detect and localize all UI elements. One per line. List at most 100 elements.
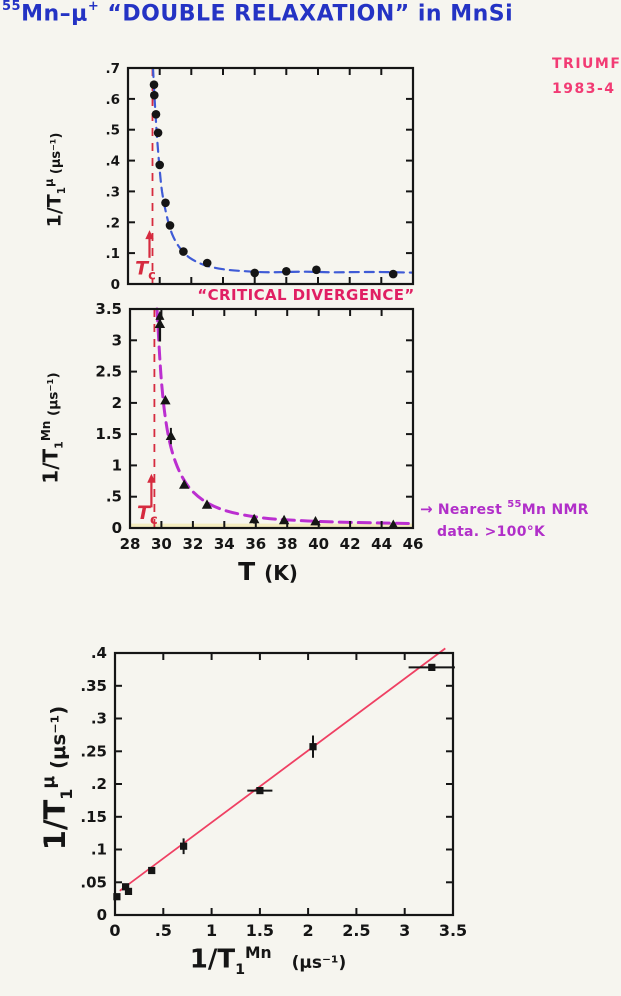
correlation-chart: 0 .05 .1 .15 .2 .25 .3 .35 .4 0 .5 1 1.5 2 2.5 3 3.5: [80, 644, 467, 940]
svg-text:.4: .4: [105, 154, 120, 170]
svg-text:.05: .05: [80, 873, 107, 891]
svg-text:1.5: 1.5: [95, 425, 122, 443]
svg-text:32: 32: [182, 535, 203, 553]
chart3-x-label-text: 1/T: [189, 944, 236, 975]
svg-text:3.5: 3.5: [95, 300, 122, 318]
title-rest-text: “DOUBLE RELAXATION” in MnSi: [99, 1, 514, 27]
chart3-x-label-units: (μs⁻¹): [291, 952, 347, 973]
critical-divergence-caption: “CRITICAL DIVERGENCE”: [197, 286, 415, 304]
temperature-axis-units: (K): [264, 561, 298, 585]
tick-labels: 0 .1 .2 .3 .4 .5 .6 .7: [105, 61, 120, 293]
svg-text:.5: .5: [106, 488, 122, 506]
svg-text:0: 0: [112, 519, 122, 537]
svg-text:Tc: Tc: [137, 502, 158, 528]
data-points: [113, 663, 436, 901]
svg-text:.2: .2: [91, 775, 107, 793]
svg-text:30: 30: [151, 535, 172, 553]
axis-ticks: [127, 67, 414, 285]
svg-text:34: 34: [214, 535, 235, 553]
svg-text:.3: .3: [91, 710, 107, 728]
svg-text:3.5: 3.5: [439, 921, 467, 940]
title-isotope-superscript: 55: [2, 0, 22, 14]
svg-text:1: 1: [206, 921, 217, 940]
title-muon-charge-superscript: +: [87, 0, 100, 14]
annotation-line1-post: Mn NMR: [521, 502, 589, 518]
svg-text:0: 0: [109, 921, 120, 940]
chart2-y-label-units: (μs⁻¹): [45, 372, 62, 416]
mn-nmr-relaxation-chart: 0 .5 1 1.5 2 2.5 3 3.5 28 30 32 34 36 38 40 42 44 46 Tc: [95, 300, 423, 553]
svg-text:3: 3: [399, 921, 410, 940]
highlighter-band: [130, 523, 413, 528]
chart1-y-label-units: (μs⁻¹): [49, 132, 65, 175]
chart3-x-axis-label: 1/T1Mn (μs⁻¹): [190, 944, 347, 978]
mn-nmr-annotation: → Nearest 55Mn NMR data. >100°K: [420, 498, 589, 543]
svg-text:46: 46: [403, 535, 424, 553]
chart3-y-label-text: 1/T: [38, 799, 73, 851]
error-bars: [182, 666, 455, 855]
tick-labels: 0 .05 .1 .15 .2 .25 .3 .35 .4 0 .5 1 1.5 2 2.5 3 3.5: [80, 644, 467, 940]
svg-text:.4: .4: [91, 644, 107, 662]
tc-marker: Tc: [137, 473, 158, 528]
chart2-y-axis-label: 1/T1Mn (μs⁻¹): [39, 372, 66, 483]
svg-text:1.5: 1.5: [246, 921, 274, 940]
chart2-y-label-text: 1/T: [38, 448, 63, 484]
temperature-axis-symbol: T: [238, 557, 256, 586]
svg-text:42: 42: [340, 535, 361, 553]
error-bars: [169, 427, 317, 526]
chart3-y-label-sub: 1: [56, 788, 76, 800]
triumf-stamp: TRIUMF 1983-4: [552, 52, 621, 102]
chart3-y-label-units: (μs⁻¹): [47, 705, 71, 769]
svg-text:3: 3: [112, 331, 122, 349]
svg-text:2: 2: [303, 921, 314, 940]
axis-frame: [126, 66, 415, 286]
chart3-y-axis-label: 1/T1μ (μs⁻¹): [38, 706, 76, 851]
axis-frame: [128, 307, 415, 530]
chart2-y-label-sup: Mn: [38, 420, 53, 442]
svg-text:1: 1: [112, 456, 122, 474]
svg-text:.35: .35: [80, 677, 107, 695]
svg-text:.3: .3: [105, 184, 120, 200]
guide-curve: [151, 66, 413, 274]
muon-relaxation-chart: 0 .1 .2 .3 .4 .5 .6 .7 Tc: [105, 61, 415, 293]
chart2-y-label-sub: 1: [52, 441, 66, 449]
axis-ticks: [114, 652, 454, 916]
right-arrow-icon: →: [420, 500, 433, 518]
chart1-y-label-sup: μ: [41, 178, 56, 187]
svg-text:40: 40: [308, 535, 329, 553]
axis-ticks: [129, 308, 414, 529]
chart1-y-label-sub: 1: [56, 186, 69, 195]
title-main-text: Mn–μ: [21, 1, 88, 27]
linear-fit-line: [119, 647, 446, 892]
stamp-years: 1983-4: [552, 81, 616, 98]
data-points: [154, 318, 399, 529]
stamp-facility: TRIUMF: [552, 56, 621, 72]
axis-frame: [113, 651, 455, 917]
chart3-y-label-sup: μ: [39, 775, 60, 789]
figure-title: 55Mn–μ+ “DOUBLE RELAXATION” in MnSi: [2, 0, 514, 27]
guide-curve: [155, 307, 413, 526]
svg-text:0: 0: [111, 277, 120, 293]
chart3-x-label-sup: Mn: [245, 944, 272, 962]
chart1-y-label-text: 1/T: [43, 194, 66, 228]
data-points: [149, 80, 398, 279]
svg-text:.1: .1: [105, 246, 120, 262]
svg-text:2: 2: [112, 394, 122, 412]
svg-text:44: 44: [371, 535, 392, 553]
annotation-line-1: → Nearest 55Mn NMR: [420, 498, 589, 522]
svg-text:.15: .15: [80, 808, 107, 826]
annotation-line1-pre: Nearest: [437, 502, 508, 518]
svg-text:36: 36: [245, 535, 266, 553]
svg-text:Tc: Tc: [135, 258, 156, 284]
svg-text:.5: .5: [105, 123, 120, 139]
chart1-y-axis-label: 1/T1μ (μs⁻¹): [42, 133, 68, 228]
svg-text:.7: .7: [105, 61, 120, 77]
svg-text:0: 0: [97, 906, 107, 924]
svg-text:.1: .1: [91, 841, 107, 859]
svg-text:.25: .25: [80, 742, 107, 760]
tick-labels: 0 .5 1 1.5 2 2.5 3 3.5 28 30 32 34 36 38 40 42 44 46: [95, 300, 423, 553]
annotation-isotope-superscript: 55: [507, 499, 522, 511]
svg-text:38: 38: [277, 535, 298, 553]
svg-text:.6: .6: [105, 92, 120, 108]
svg-text:2.5: 2.5: [342, 921, 370, 940]
